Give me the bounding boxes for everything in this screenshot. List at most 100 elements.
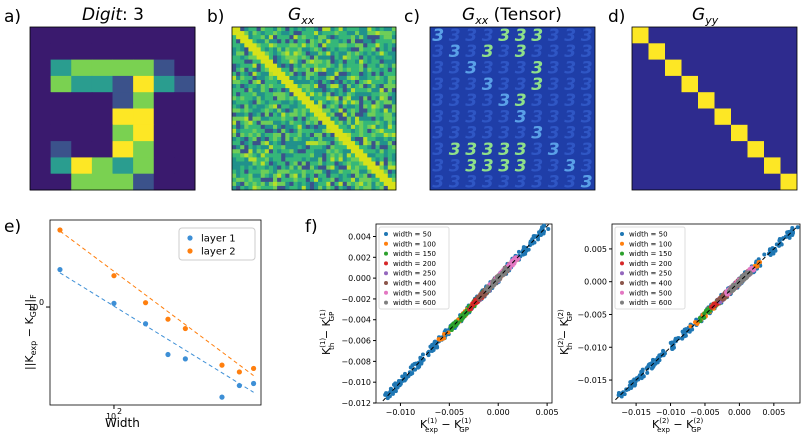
digit-pixel <box>133 173 155 191</box>
gxx-cell <box>391 132 397 138</box>
gxx-cell <box>355 173 360 179</box>
gxx-cell <box>359 39 364 44</box>
gxx-cell <box>326 128 331 134</box>
gxx-cell <box>232 35 237 40</box>
gxx-cell <box>297 169 302 174</box>
gxx-cell <box>244 181 249 187</box>
gxx-cell <box>264 75 270 81</box>
gxx-cell <box>289 27 294 32</box>
gxx-cell <box>367 149 372 154</box>
gxx-cell <box>322 165 327 170</box>
gxx-cell <box>301 157 307 162</box>
gxx-cell <box>391 96 397 101</box>
gxx-cell <box>371 67 376 73</box>
gxx-cell <box>363 63 368 69</box>
gxx-cell <box>236 145 241 150</box>
gxx-cell <box>297 132 302 138</box>
gxx-cell <box>273 35 278 40</box>
gxx-cell <box>260 39 266 44</box>
gxx-cell <box>379 96 384 101</box>
gxx-cell <box>289 153 294 158</box>
gxx-cell <box>342 104 348 109</box>
digit-pixel <box>112 43 134 61</box>
gxx-cell <box>293 31 298 36</box>
gxx-cell <box>256 161 261 166</box>
gxx-cell <box>264 128 270 134</box>
gxx-cell <box>391 43 397 48</box>
gxx-cell <box>338 128 343 134</box>
gxx-cell <box>240 112 245 117</box>
gxx-cell <box>375 96 380 101</box>
gxx-cell <box>309 145 315 150</box>
gxx-cell <box>256 55 261 60</box>
gxx-cell <box>244 100 249 105</box>
gxx-cell <box>314 71 319 77</box>
digit-pixel <box>50 75 72 93</box>
gxx-cell <box>281 157 286 162</box>
gxx-cell <box>273 137 278 142</box>
gxx-cell <box>334 27 339 32</box>
tensor-glyph: 3 <box>432 107 444 127</box>
gxx-cell <box>379 104 384 109</box>
gxx-cell <box>309 55 315 60</box>
gxx-cell <box>285 59 290 64</box>
gxx-cell <box>293 185 298 191</box>
gxx-cell <box>387 137 393 142</box>
gxx-cell <box>359 149 364 154</box>
gxx-cell <box>277 71 282 77</box>
gyy-block <box>714 108 731 125</box>
gxx-cell <box>236 181 241 187</box>
gxx-cell <box>293 35 298 40</box>
gxx-cell <box>305 124 311 130</box>
gxx-cell <box>301 96 307 101</box>
tensor-glyph: 3 <box>482 107 494 127</box>
gxx-cell <box>293 100 298 105</box>
gxx-cell <box>359 165 364 170</box>
gxx-cell <box>375 157 380 162</box>
gxx-cell <box>293 55 298 60</box>
gxx-cell <box>277 128 282 134</box>
ytick-label: 0.000 <box>348 274 371 283</box>
gxx-cell <box>371 96 376 101</box>
gxx-cell <box>268 104 274 109</box>
gxx-cell <box>383 181 389 187</box>
gxx-cell <box>268 112 274 117</box>
digit-pixel <box>153 27 175 44</box>
gxx-cell <box>285 185 290 191</box>
scatter-point <box>744 275 749 280</box>
gxx-cell <box>314 137 319 142</box>
gxx-cell <box>322 161 327 166</box>
digit-pixel <box>153 173 175 191</box>
tensor-glyph: 3 <box>581 140 593 160</box>
gxx-cell <box>379 51 384 56</box>
gxx-cell <box>305 51 311 56</box>
gxx-cell <box>350 39 356 44</box>
gxx-cell <box>346 185 352 191</box>
gxx-cell <box>338 157 343 162</box>
gxx-cell <box>330 181 335 187</box>
gxx-cell <box>363 84 368 89</box>
gxx-cell <box>248 153 253 158</box>
gxx-cell <box>281 161 286 166</box>
gxx-cell <box>322 173 327 179</box>
gxx-cell <box>322 169 327 174</box>
legend-marker <box>384 261 388 266</box>
gxx-cell <box>297 63 302 69</box>
tensor-glyph: 3 <box>482 124 494 144</box>
gxx-cell <box>301 104 307 109</box>
gxx-cell <box>322 104 327 109</box>
gxx-cell <box>375 104 380 109</box>
scatter-point <box>428 344 433 349</box>
gxx-cell <box>383 55 389 60</box>
gxx-cell <box>252 96 257 101</box>
gxx-cell <box>305 84 311 89</box>
gxx-cell <box>322 92 327 97</box>
digit-pixel <box>133 43 155 61</box>
gxx-cell <box>301 181 307 187</box>
gxx-cell <box>240 63 245 69</box>
gxx-cell <box>326 67 331 73</box>
gxx-cell <box>297 39 302 44</box>
f1-xlabel-main: K <box>420 418 428 431</box>
gxx-cell <box>367 141 372 146</box>
digit-pixel <box>71 157 93 175</box>
